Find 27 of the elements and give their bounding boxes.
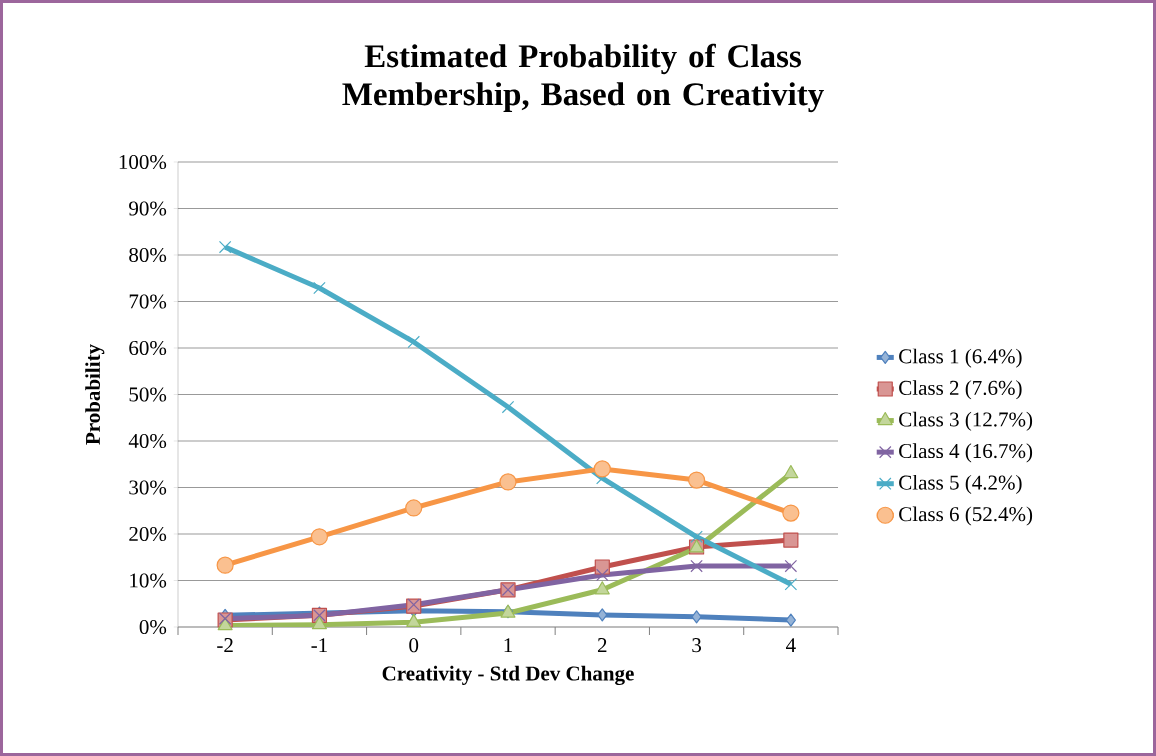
y-tick-label: 40%: [128, 433, 167, 449]
legend-label: Class 3 (12.7%): [899, 411, 1033, 431]
legend-label: Class 5 (4.2%): [899, 474, 1022, 494]
legend-label: Class 2 (7.6%): [899, 380, 1022, 400]
legend-label: Class 4 (16.7%): [899, 443, 1033, 463]
y-tick-label: 10%: [130, 573, 167, 588]
x-tick-label: -1: [311, 638, 327, 652]
legend-label: Class 6 (52.4%): [899, 506, 1033, 526]
y-tick-label: 0%: [139, 619, 167, 635]
y-tick-label: 20%: [129, 526, 167, 542]
x-tick-label: 1: [504, 638, 512, 652]
x-tick-label: 2: [597, 638, 607, 653]
y-tick-label: 50%: [129, 387, 167, 402]
y-tick-label: 30%: [129, 480, 167, 495]
y-tick-label: 100%: [119, 154, 167, 170]
chart-title: Estimated Probability of Class Membership, Based on Creativity: [342, 43, 824, 113]
x-tick-label: -2: [217, 638, 233, 653]
x-tick-label: 4: [786, 638, 796, 652]
x-tick-label: 0: [409, 638, 419, 653]
y-tick-label: 80%: [129, 247, 167, 263]
x-axis-title: Creativity - Std Dev Change: [382, 665, 634, 686]
x-tick-label: 3: [692, 638, 702, 653]
y-tick-label: 70%: [129, 294, 167, 309]
y-axis-title: Probability: [85, 344, 105, 445]
y-tick-label: 90%: [129, 201, 167, 216]
y-tick-label: 60%: [129, 340, 167, 356]
legend-label: Class 1 (6.4%): [899, 348, 1022, 368]
